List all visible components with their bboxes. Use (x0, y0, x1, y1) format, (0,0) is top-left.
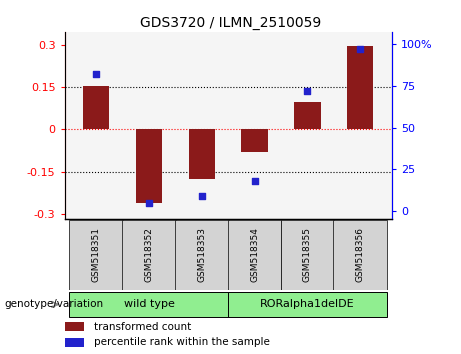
Text: GSM518353: GSM518353 (197, 227, 207, 282)
Bar (83, 86, 109, 129)
FancyBboxPatch shape (228, 292, 387, 317)
Bar (189, 129, 215, 178)
Text: RORalpha1delDE: RORalpha1delDE (260, 299, 355, 309)
FancyBboxPatch shape (70, 292, 229, 317)
Text: genotype/variation: genotype/variation (5, 299, 104, 309)
Text: GSM518352: GSM518352 (144, 227, 154, 282)
Bar (242, 129, 268, 152)
Text: wild type: wild type (124, 299, 174, 309)
FancyBboxPatch shape (228, 220, 281, 290)
Bar (136, 129, 162, 204)
Text: GSM518351: GSM518351 (92, 227, 100, 282)
FancyBboxPatch shape (122, 220, 176, 290)
Point (145, 200, 153, 206)
Text: GSM518355: GSM518355 (303, 227, 312, 282)
Text: GDS3720 / ILMN_2510059: GDS3720 / ILMN_2510059 (140, 16, 321, 30)
FancyBboxPatch shape (70, 220, 123, 290)
Point (93, 71, 100, 77)
FancyBboxPatch shape (333, 220, 387, 290)
Point (304, 88, 311, 93)
Bar (65, 322, 84, 331)
Bar (294, 102, 320, 129)
Text: transformed count: transformed count (94, 321, 191, 332)
Text: percentile rank within the sample: percentile rank within the sample (94, 337, 270, 348)
FancyBboxPatch shape (175, 220, 229, 290)
Bar (65, 338, 84, 347)
FancyBboxPatch shape (281, 220, 334, 290)
Text: GSM518354: GSM518354 (250, 227, 259, 282)
Point (198, 194, 206, 199)
Point (356, 46, 364, 51)
Bar (347, 46, 373, 129)
Point (251, 178, 258, 184)
Text: GSM518356: GSM518356 (356, 227, 365, 282)
